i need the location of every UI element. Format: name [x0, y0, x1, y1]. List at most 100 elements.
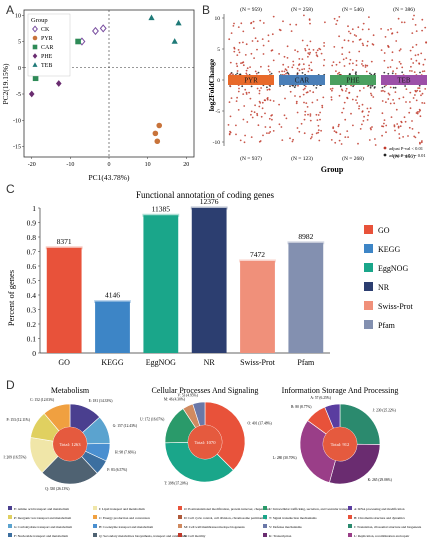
volcano-point — [302, 93, 305, 96]
donut-slice-label: B: 80 (8.77%) — [291, 405, 312, 409]
volcano-point — [385, 131, 387, 134]
donut-slice-label: G: 157 (12.43%) — [113, 424, 138, 428]
volcano-point — [268, 71, 271, 73]
volcano-point — [411, 120, 413, 122]
volcano-point — [295, 23, 298, 26]
volcano-point — [272, 130, 275, 132]
volcano-point — [305, 102, 308, 104]
volcano-point — [348, 51, 351, 54]
volcano-point — [238, 51, 241, 54]
annotation-legend: GO KEGG EggNOG NR Swiss-Prot Pfam — [364, 225, 413, 330]
volcano-point — [334, 141, 337, 144]
volcano-point — [236, 54, 239, 56]
volcano-point — [404, 120, 407, 123]
volcano-group-label: TEB — [397, 77, 411, 85]
volcano-point — [268, 117, 271, 120]
volcano-point — [249, 66, 251, 68]
volcano-point — [380, 49, 383, 51]
volcano-point — [336, 19, 339, 22]
volcano-point — [272, 15, 275, 18]
volcano-point — [361, 60, 364, 62]
volcano-point — [330, 98, 333, 101]
volcano-point — [420, 52, 423, 55]
volcano-point — [366, 44, 369, 47]
volcano-point — [278, 103, 280, 106]
volcano-point — [369, 86, 372, 89]
volcano-point — [266, 97, 269, 99]
volcano-point — [362, 87, 365, 89]
volcano-point — [309, 51, 311, 54]
volcano-point — [351, 69, 354, 71]
panel-letter-c: C — [6, 182, 15, 196]
volcano-point — [338, 16, 341, 18]
volcano-point — [355, 35, 358, 37]
pca-legend-label-car: CAR — [41, 45, 53, 51]
volcano-point — [323, 42, 325, 44]
volcano-point — [235, 62, 238, 65]
volcano-point — [330, 139, 333, 141]
bar-value-label: 11385 — [152, 204, 171, 213]
volcano-point — [281, 139, 284, 142]
volcano-point — [329, 88, 332, 90]
volcano-point — [402, 96, 405, 99]
volcano-point — [250, 52, 253, 55]
volcano-point — [399, 125, 402, 128]
volcano-point — [344, 118, 347, 121]
volcano-point — [302, 63, 305, 66]
cog-legend-label: C: Energy production and conversion — [99, 516, 150, 520]
volcano-point — [238, 87, 240, 90]
volcano-point — [272, 59, 275, 62]
volcano-y-axis-label: log2FoldChange — [207, 58, 216, 111]
volcano-point — [357, 142, 359, 145]
volcano-point — [237, 26, 240, 28]
volcano-point — [398, 97, 401, 100]
donut-slice-label: H: 98 (7.66%) — [115, 451, 136, 455]
volcano-point — [350, 84, 352, 87]
volcano-group-bar — [381, 75, 427, 85]
volcano-point — [402, 136, 404, 138]
volcano-point — [232, 73, 234, 76]
volcano-point — [416, 89, 419, 92]
volcano-point — [333, 46, 336, 48]
volcano-point — [242, 30, 245, 33]
volcano-point — [391, 32, 394, 34]
volcano-point — [233, 22, 235, 25]
volcano-point — [321, 106, 324, 109]
annotation-legend-label: NR — [378, 283, 390, 292]
volcano-point — [289, 90, 292, 93]
pca-legend-marker-car — [32, 44, 38, 50]
donut-1: Metabolism E: 181 (14.33%) G: 157 (12.43%)… — [3, 386, 137, 491]
donut-slice-label: E: 181 (14.33%) — [89, 399, 114, 403]
volcano-point — [341, 46, 344, 49]
volcano-point — [393, 125, 396, 128]
volcano-point — [391, 59, 394, 61]
cog-donut-charts: Metabolism E: 181 (14.33%) G: 157 (12.43%)… — [3, 386, 421, 539]
volcano-point — [296, 72, 299, 74]
volcano-point — [296, 127, 299, 129]
donut-slice-label: F: 83 (6.57%) — [107, 468, 128, 472]
bar-category-label: EggNOG — [146, 358, 176, 367]
cog-legend-label: V: Defense mechanisms — [269, 525, 302, 529]
volcano-group-bar — [330, 75, 376, 85]
volcano-point — [304, 110, 307, 113]
volcano-point — [341, 53, 344, 55]
volcano-point — [258, 92, 261, 95]
volcano-point — [366, 107, 369, 110]
volcano-point — [292, 64, 295, 66]
volcano-point — [301, 68, 303, 71]
volcano-point — [342, 107, 345, 110]
volcano-bottom-count: (N = 123) — [291, 155, 313, 162]
volcano-point — [242, 41, 244, 44]
volcano-point — [414, 24, 417, 26]
pca-point-ck — [92, 26, 99, 36]
volcano-point — [368, 16, 370, 18]
volcano-point — [354, 72, 357, 75]
volcano-point — [316, 119, 319, 121]
volcano-point — [419, 109, 421, 112]
volcano-point — [383, 119, 386, 121]
pca-point-teb — [175, 19, 182, 26]
volcano-point — [250, 22, 252, 25]
volcano-point — [301, 72, 304, 74]
volcano-point — [359, 38, 362, 41]
volcano-point — [414, 54, 417, 57]
